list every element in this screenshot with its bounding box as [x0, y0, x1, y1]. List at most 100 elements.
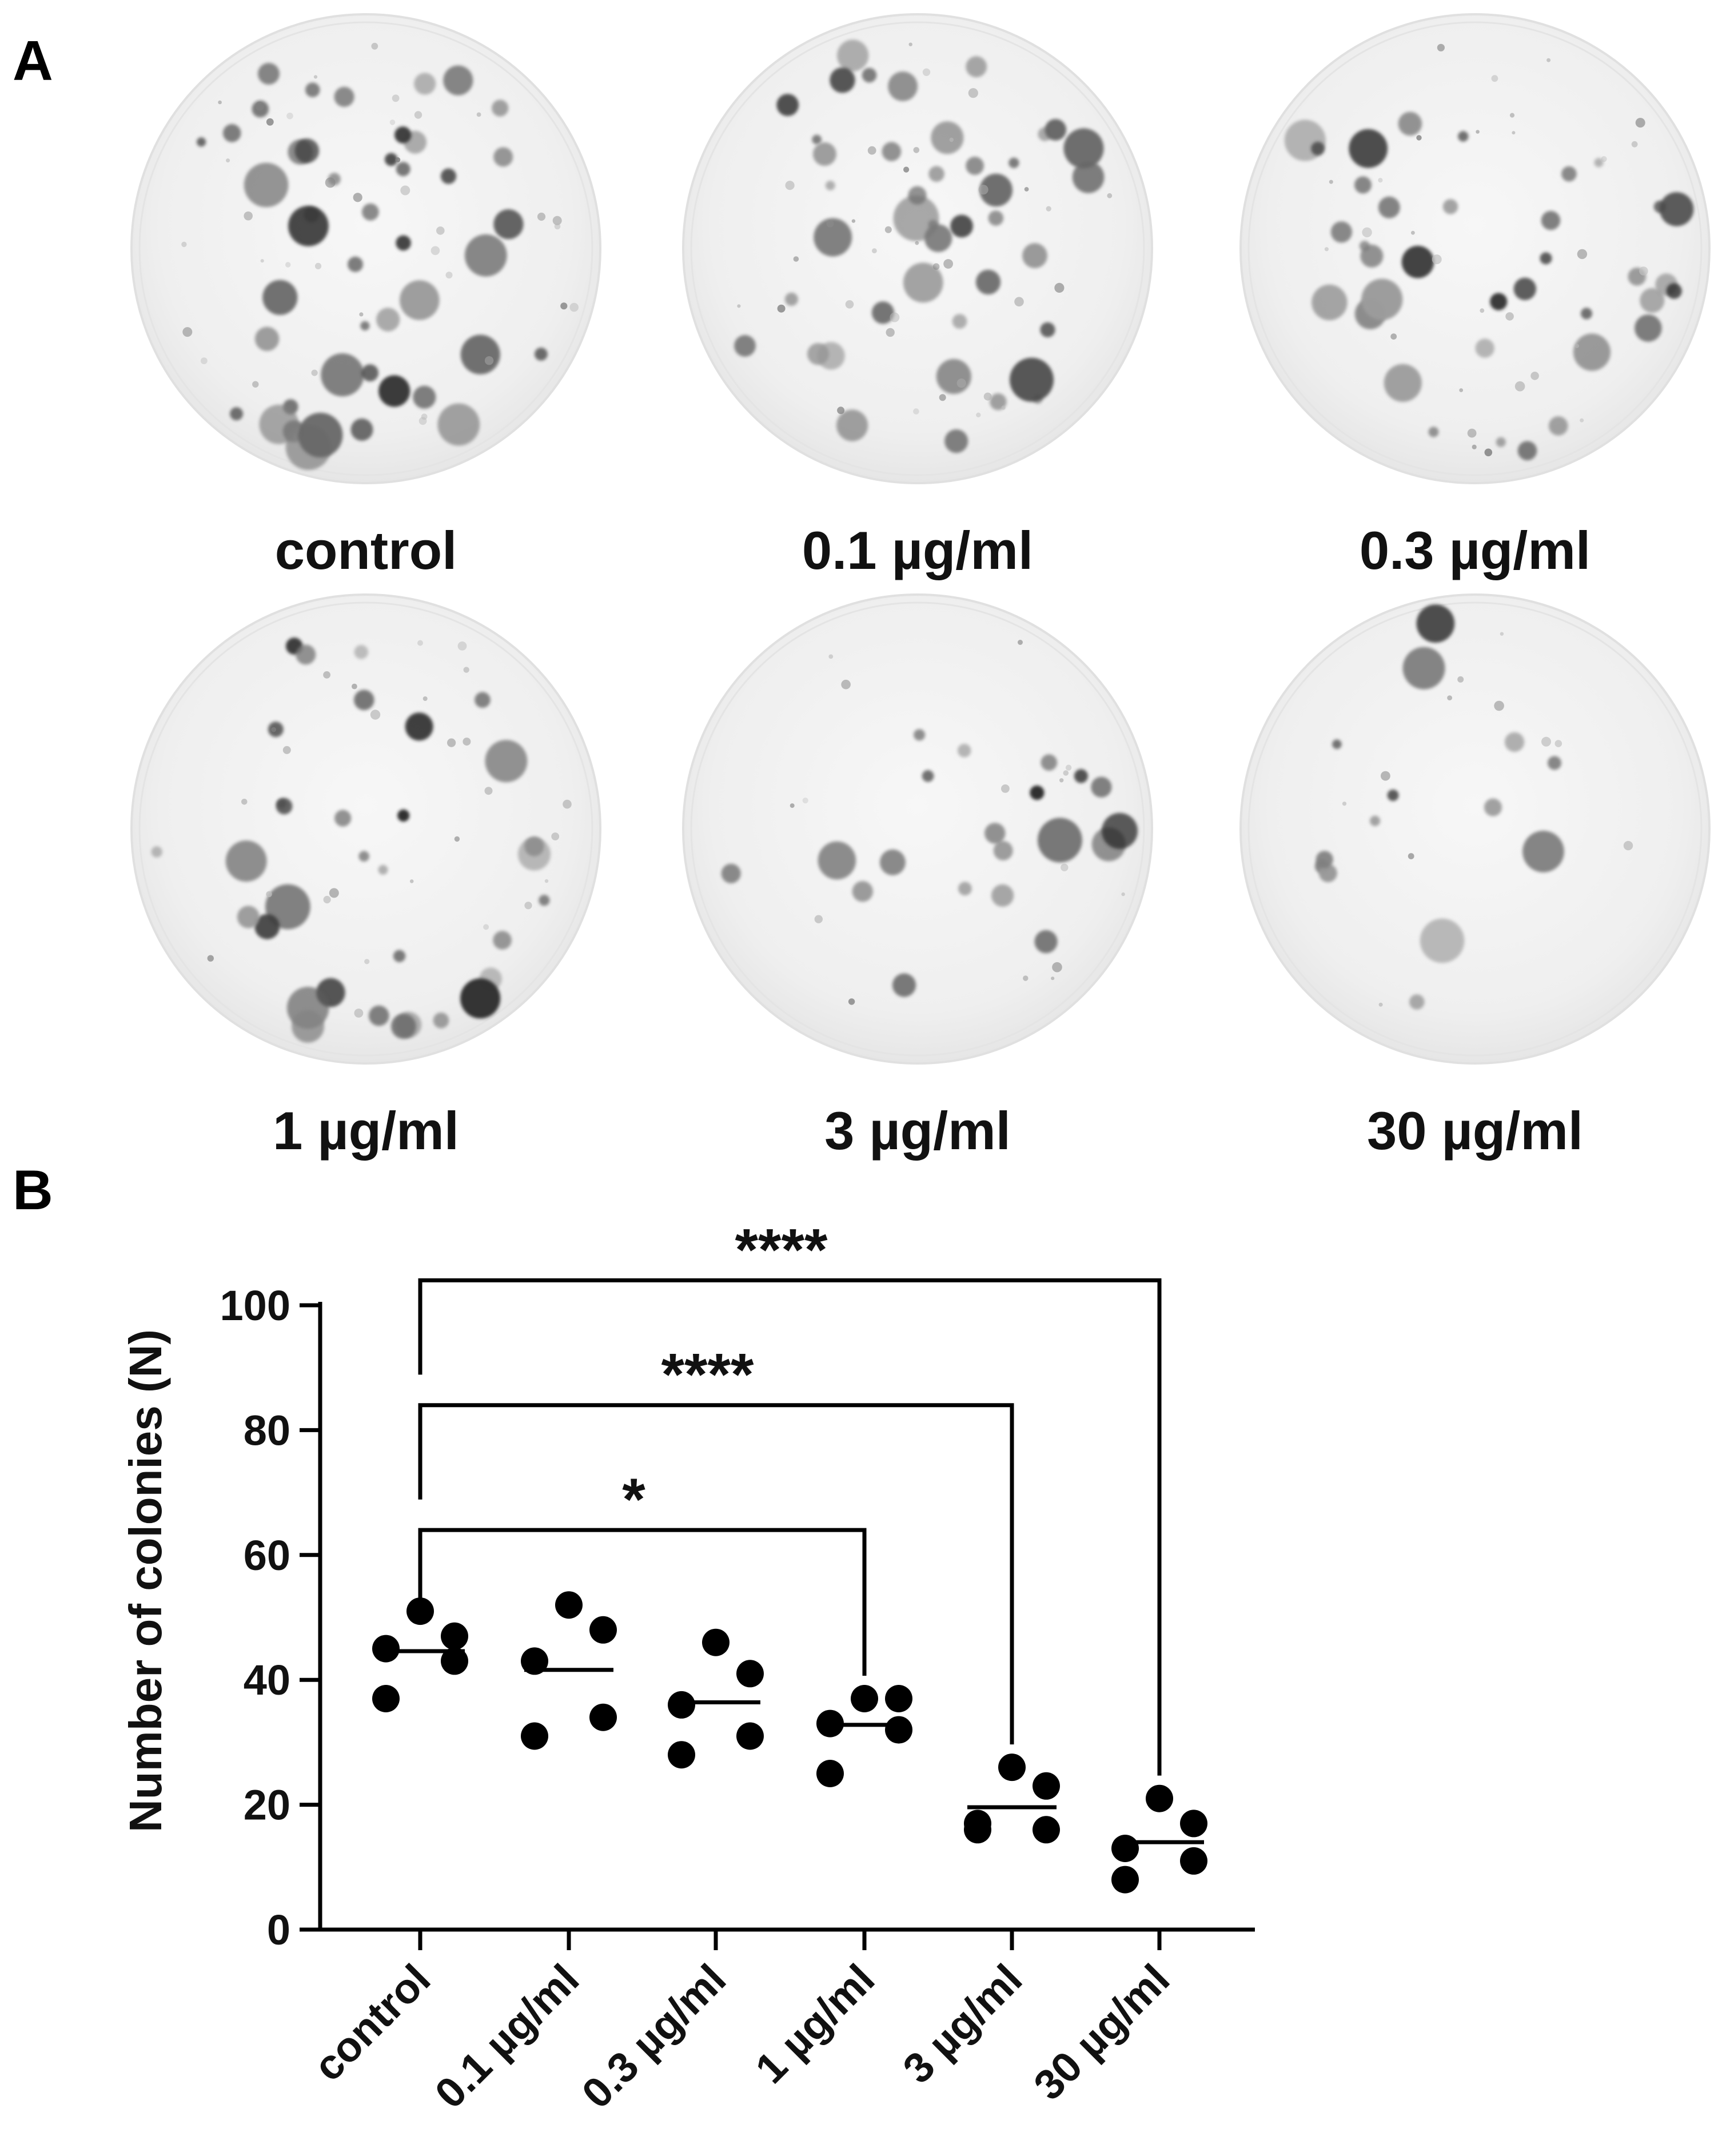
colony-spot [825, 181, 835, 190]
colony-speck [913, 147, 920, 153]
colony-speck [1432, 254, 1442, 265]
significance-label: **** [735, 1217, 828, 1283]
data-point [555, 1591, 583, 1619]
colony-speck [260, 259, 264, 263]
colony-spot [1402, 647, 1445, 690]
colony-speck [1059, 778, 1064, 783]
colony-speck [845, 300, 854, 309]
colony-spot [888, 71, 918, 101]
colony-speck [1467, 428, 1477, 438]
colony-spot [354, 645, 369, 659]
data-point [736, 1722, 764, 1750]
colony-speck [422, 696, 428, 701]
colony-speck [255, 101, 265, 111]
dish-rim [690, 21, 1145, 476]
colony-spot [348, 256, 363, 272]
colony-speck [207, 955, 214, 962]
colony-speck [1631, 141, 1638, 148]
colony-speck [311, 369, 318, 376]
colony-spot [1102, 812, 1138, 849]
colony-spot [837, 39, 869, 71]
colony-spot [721, 863, 741, 883]
colony-speck [826, 220, 834, 228]
colony-spot [812, 134, 822, 145]
colony-spot [931, 121, 964, 154]
colony-spot [1041, 754, 1058, 771]
colony-spot [1484, 798, 1502, 816]
colony-spot [460, 978, 501, 1019]
colony-spot [443, 65, 473, 95]
colony-spot [1330, 221, 1352, 243]
colony-spot [882, 142, 902, 161]
colony-speck [454, 836, 460, 842]
colony-speck [418, 417, 427, 425]
colony-spot [922, 770, 934, 782]
colony-speck [872, 248, 877, 254]
colony-speck [949, 137, 954, 142]
colony-spot [1409, 994, 1425, 1010]
colony-spot [517, 838, 551, 871]
data-point [668, 1691, 695, 1719]
colony-spot [871, 301, 894, 324]
colony-speck [1001, 405, 1006, 410]
colony-speck [1577, 249, 1588, 260]
x-tick-label: 1 µg/ml [746, 1955, 883, 2093]
colony-speck [1480, 308, 1485, 313]
colony-spot [1072, 161, 1105, 193]
colony-speck [544, 879, 549, 883]
colony-spot [812, 142, 836, 166]
colony-spot [936, 358, 971, 394]
colony-speck [484, 356, 494, 365]
colony-spot [988, 210, 1004, 226]
colony-spot [396, 162, 410, 177]
x-tick-label: 0.3 µg/ml [573, 1955, 735, 2118]
colony-speck [447, 738, 456, 747]
colony-spot [397, 809, 410, 822]
petri-dish: control [130, 13, 601, 580]
colony-speck [1546, 58, 1551, 62]
colony-spot [1428, 427, 1439, 437]
colony-spot [1522, 831, 1564, 872]
y-tick-label: 20 [244, 1782, 290, 1829]
colony-spot [814, 218, 852, 257]
colony-speck [364, 959, 370, 965]
colony-speck [371, 42, 378, 50]
colony-speck [524, 902, 532, 910]
colony-spot [1490, 293, 1508, 310]
colony-speck [837, 407, 845, 415]
colony-spot [1581, 308, 1592, 320]
colony-speck [1623, 840, 1633, 851]
dish-label: 30 µg/ml [1367, 1101, 1583, 1161]
colony-spot [460, 334, 500, 374]
colony-spot [1354, 176, 1372, 194]
colony-spot [975, 269, 1001, 295]
colony-speck [313, 75, 318, 79]
colony-spot [1384, 364, 1422, 402]
data-point [1033, 1772, 1060, 1800]
colony-spot [1573, 333, 1611, 371]
y-tick-label: 40 [244, 1656, 290, 1704]
colony-speck [353, 193, 362, 202]
colony-spot [836, 409, 868, 441]
colony-spot [244, 162, 289, 208]
data-point [441, 1647, 468, 1675]
colony-spot [993, 840, 1013, 860]
significance-bracket [418, 1278, 1162, 1776]
colony-spot [1074, 769, 1088, 783]
colony-speck [554, 223, 561, 230]
colony-speck [1324, 247, 1329, 252]
colony-spot [1504, 732, 1525, 752]
colony-spot [1008, 157, 1019, 169]
colony-spot [225, 840, 267, 882]
colony-spot [979, 173, 1013, 207]
colony-speck [551, 832, 560, 840]
colony-speck [983, 392, 992, 401]
colony-speck [1408, 853, 1414, 859]
data-point [885, 1685, 912, 1712]
colony-spot [493, 931, 512, 950]
dish-background [682, 593, 1153, 1065]
colony-spot [1416, 604, 1455, 643]
colony-speck [841, 679, 851, 690]
petri-dish: 0.3 µg/ml [1239, 13, 1711, 580]
colony-spot [151, 846, 162, 858]
